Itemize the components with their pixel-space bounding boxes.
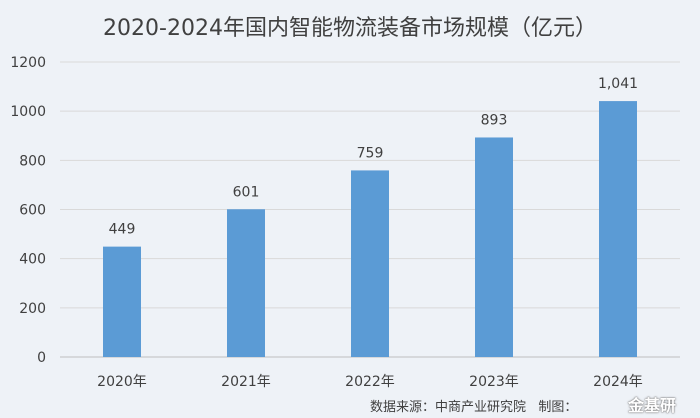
made-by-text: 制图： <box>538 400 578 415</box>
bars <box>103 101 637 358</box>
bar <box>103 246 141 357</box>
data-label: 449 <box>109 222 136 238</box>
x-tick-label: 2020年 <box>97 374 147 390</box>
x-tick-label: 2024年 <box>593 374 643 390</box>
data-label: 601 <box>233 184 260 200</box>
x-tick-label: 2022年 <box>345 374 395 390</box>
data-labels: 449 601 759 893 1,041 <box>109 76 638 238</box>
chart-title: 2020-2024年国内智能物流装备市场规模（亿元） <box>103 16 597 41</box>
x-tick-label: 2023年 <box>469 374 519 390</box>
y-axis-ticks: 0 200 400 600 800 1000 1200 <box>10 55 46 366</box>
y-tick-label: 0 <box>37 350 46 366</box>
data-label: 759 <box>357 145 384 161</box>
bar <box>599 101 637 358</box>
x-tick-label: 2021年 <box>221 374 271 390</box>
bar <box>475 137 513 357</box>
data-label: 1,041 <box>598 76 638 92</box>
bar <box>227 209 265 357</box>
y-tick-label: 1200 <box>10 55 46 71</box>
y-tick-label: 200 <box>19 301 46 317</box>
data-label: 893 <box>481 112 508 128</box>
x-axis-ticks: 2020年 2021年 2022年 2023年 2024年 <box>97 374 643 390</box>
y-tick-label: 800 <box>19 153 46 169</box>
y-tick-label: 600 <box>19 203 46 219</box>
source-text: 数据来源：中商产业研究院 <box>370 400 527 415</box>
bar <box>351 170 389 357</box>
watermark-logo: 金基研 <box>628 396 677 415</box>
y-tick-label: 400 <box>19 252 46 268</box>
source-note: 数据来源：中商产业研究院 制图： <box>370 396 577 415</box>
y-tick-label: 1000 <box>10 104 46 120</box>
